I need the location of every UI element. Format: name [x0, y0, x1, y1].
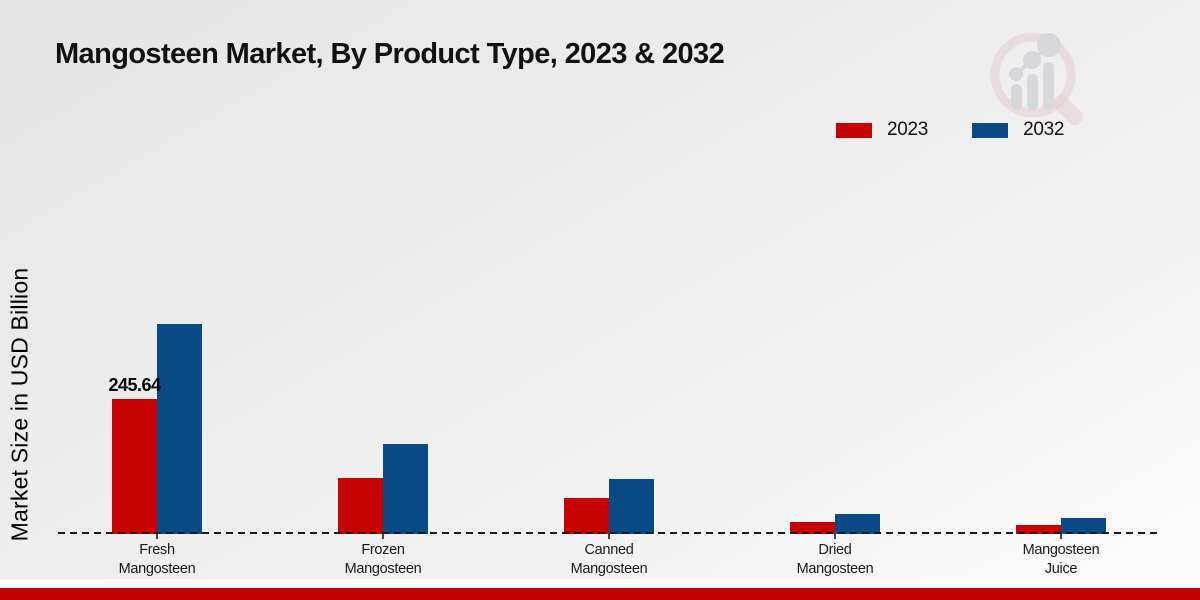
x-axis-category-label: Dried Mangosteen [796, 542, 874, 577]
bar-2023-group2 [564, 498, 609, 534]
bar-2032-group1 [383, 444, 428, 534]
bar-2023-group1 [338, 478, 383, 534]
legend-label-2032: 2032 [1023, 119, 1065, 140]
x-axis-tick [608, 534, 610, 539]
legend-item-2032[interactable]: 2032 [972, 119, 1064, 141]
bar-2023-group4 [1016, 525, 1061, 534]
bar-2023-group3 [790, 522, 835, 534]
bar-2032-group2 [609, 479, 654, 534]
legend: 2023 2032 [836, 119, 1064, 141]
x-axis-category-label: Frozen Mangosteen [344, 542, 422, 577]
legend-label-2023: 2023 [887, 119, 929, 140]
x-axis-tick [382, 534, 384, 539]
legend-item-2023[interactable]: 2023 [836, 119, 928, 141]
chart-title: Mangosteen Market, By Product Type, 2023… [55, 38, 725, 70]
bar-2032-group4 [1061, 518, 1106, 534]
x-axis-category-label: Fresh Mangosteen [118, 542, 196, 577]
x-axis-tick [834, 534, 836, 539]
x-axis-category-label: Canned Mangosteen [570, 542, 648, 577]
footer-light-band [0, 579, 1200, 588]
bar-value-label: 245.64 [108, 375, 161, 395]
legend-swatch-2023 [836, 122, 872, 138]
legend-swatch-2032 [972, 122, 1009, 138]
x-axis-category-label: Mangosteen Juice [1022, 542, 1100, 577]
bar-2032-group0 [157, 324, 202, 534]
x-axis-tick [1060, 534, 1062, 539]
x-axis-tick [156, 534, 158, 539]
bar-2023-group0 [112, 399, 157, 534]
footer-accent-bar [0, 588, 1200, 600]
plot-area [112, 324, 1106, 534]
bar-2032-group3 [835, 514, 880, 534]
x-axis-baseline [58, 532, 1157, 534]
magnifier-bar-chart-logo-icon [990, 32, 1083, 125]
